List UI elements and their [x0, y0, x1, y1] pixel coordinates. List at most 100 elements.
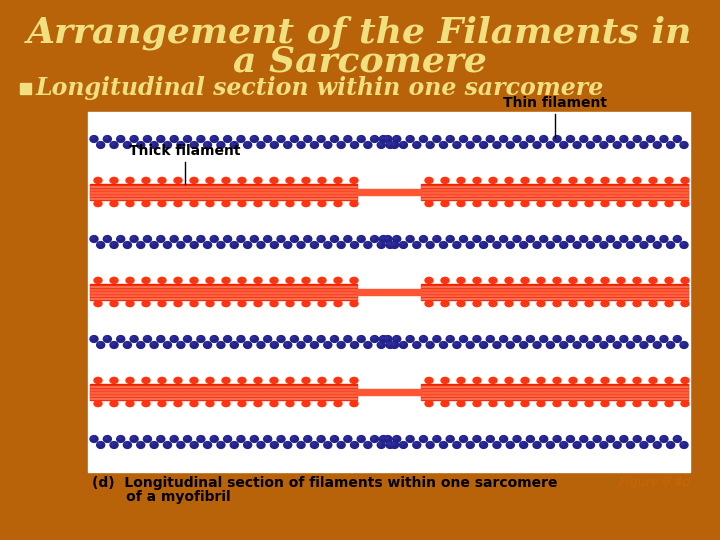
Ellipse shape: [142, 278, 150, 284]
Ellipse shape: [230, 442, 238, 448]
Ellipse shape: [540, 436, 548, 442]
Ellipse shape: [441, 401, 449, 407]
Ellipse shape: [170, 335, 178, 342]
Ellipse shape: [237, 436, 245, 442]
Ellipse shape: [621, 336, 624, 339]
Ellipse shape: [454, 443, 457, 445]
Ellipse shape: [190, 377, 198, 383]
Ellipse shape: [553, 136, 561, 143]
Ellipse shape: [613, 141, 621, 149]
Ellipse shape: [318, 401, 326, 407]
Bar: [357, 189, 421, 195]
Bar: [90, 398, 357, 399]
Ellipse shape: [661, 237, 665, 239]
Ellipse shape: [453, 141, 461, 149]
Ellipse shape: [393, 335, 401, 342]
Ellipse shape: [286, 278, 294, 284]
Ellipse shape: [569, 377, 577, 383]
Ellipse shape: [334, 377, 342, 383]
Ellipse shape: [614, 242, 618, 245]
Ellipse shape: [232, 443, 235, 445]
Ellipse shape: [457, 200, 465, 207]
Ellipse shape: [680, 442, 688, 448]
Ellipse shape: [441, 143, 444, 145]
Ellipse shape: [170, 235, 178, 242]
Bar: [421, 195, 688, 196]
Ellipse shape: [420, 437, 424, 439]
Ellipse shape: [553, 436, 561, 442]
Ellipse shape: [218, 242, 221, 245]
Ellipse shape: [357, 436, 365, 442]
Ellipse shape: [581, 336, 584, 339]
Ellipse shape: [434, 437, 437, 439]
Ellipse shape: [441, 200, 449, 207]
Ellipse shape: [601, 242, 604, 245]
Ellipse shape: [302, 178, 310, 184]
Ellipse shape: [387, 242, 390, 245]
Ellipse shape: [204, 141, 212, 149]
Ellipse shape: [675, 137, 678, 139]
Ellipse shape: [526, 335, 534, 342]
Ellipse shape: [473, 178, 481, 184]
Ellipse shape: [222, 278, 230, 284]
Ellipse shape: [351, 241, 359, 248]
Ellipse shape: [271, 141, 279, 149]
Ellipse shape: [567, 336, 571, 339]
Ellipse shape: [481, 443, 484, 445]
Ellipse shape: [238, 437, 241, 439]
Ellipse shape: [372, 336, 375, 339]
Ellipse shape: [143, 235, 151, 242]
Ellipse shape: [94, 278, 102, 284]
Ellipse shape: [117, 136, 125, 143]
Ellipse shape: [312, 242, 315, 245]
Ellipse shape: [467, 342, 471, 345]
Ellipse shape: [318, 178, 326, 184]
Ellipse shape: [232, 242, 235, 245]
Ellipse shape: [98, 342, 101, 345]
Ellipse shape: [653, 141, 661, 149]
Ellipse shape: [665, 278, 673, 284]
Ellipse shape: [480, 241, 487, 248]
Ellipse shape: [91, 336, 94, 339]
Ellipse shape: [381, 237, 384, 239]
Ellipse shape: [251, 336, 255, 339]
Ellipse shape: [130, 235, 138, 242]
Ellipse shape: [441, 443, 444, 445]
Ellipse shape: [474, 437, 477, 439]
Ellipse shape: [206, 200, 214, 207]
Ellipse shape: [573, 342, 581, 348]
Ellipse shape: [420, 335, 428, 342]
Ellipse shape: [352, 143, 355, 145]
Bar: [421, 198, 688, 199]
Ellipse shape: [224, 335, 232, 342]
Ellipse shape: [270, 377, 278, 383]
Ellipse shape: [608, 336, 611, 339]
Ellipse shape: [104, 235, 112, 242]
Ellipse shape: [357, 235, 365, 242]
Ellipse shape: [158, 377, 166, 383]
Ellipse shape: [533, 141, 541, 149]
Ellipse shape: [237, 235, 245, 242]
Ellipse shape: [298, 443, 302, 445]
Ellipse shape: [190, 301, 198, 307]
Ellipse shape: [500, 136, 508, 143]
Ellipse shape: [459, 136, 467, 143]
Ellipse shape: [125, 342, 128, 345]
Ellipse shape: [284, 241, 292, 248]
Ellipse shape: [217, 241, 225, 248]
Ellipse shape: [254, 200, 262, 207]
Ellipse shape: [318, 137, 322, 139]
Ellipse shape: [163, 442, 171, 448]
Ellipse shape: [528, 137, 531, 139]
Ellipse shape: [621, 137, 624, 139]
Ellipse shape: [230, 241, 238, 248]
Ellipse shape: [540, 235, 548, 242]
Ellipse shape: [493, 141, 501, 149]
Ellipse shape: [400, 443, 404, 445]
Ellipse shape: [91, 137, 94, 139]
Text: Thick filament: Thick filament: [130, 144, 240, 158]
Ellipse shape: [381, 336, 384, 339]
Ellipse shape: [601, 443, 604, 445]
Ellipse shape: [158, 336, 161, 339]
Ellipse shape: [494, 342, 498, 345]
